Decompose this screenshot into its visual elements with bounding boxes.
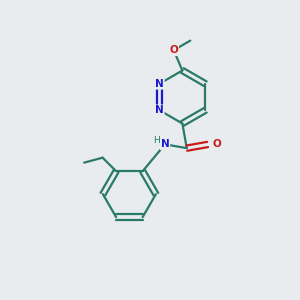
Text: O: O: [212, 140, 221, 149]
Text: H: H: [153, 136, 160, 145]
Text: N: N: [160, 139, 169, 149]
Text: O: O: [169, 45, 178, 55]
Text: N: N: [155, 79, 164, 89]
Text: N: N: [155, 105, 164, 115]
